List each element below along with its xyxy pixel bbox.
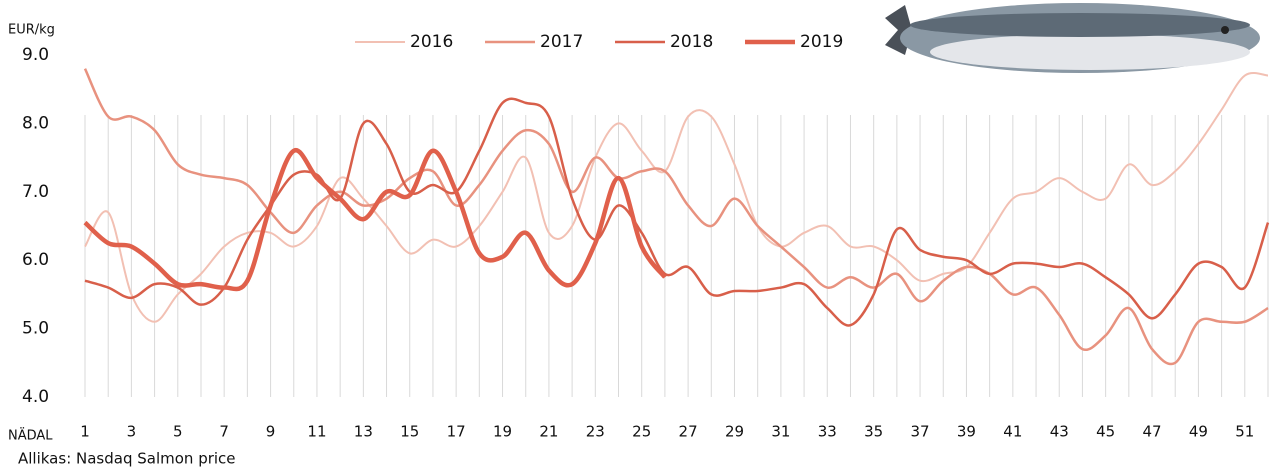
x-tick-label: 39 — [957, 423, 976, 441]
legend-label: 2019 — [800, 32, 843, 52]
x-tick-label: 25 — [632, 423, 651, 441]
x-tick-label: 15 — [400, 423, 419, 441]
x-tick-label: 27 — [679, 423, 698, 441]
x-tick-label: 45 — [1096, 423, 1115, 441]
x-tick-label: 31 — [771, 423, 790, 441]
x-tick-label: 47 — [1142, 423, 1161, 441]
x-tick-label: 35 — [864, 423, 883, 441]
legend-label: 2017 — [540, 32, 583, 52]
y-tick-label: 9.0 — [22, 45, 49, 65]
series-line — [83, 68, 1269, 366]
series-line — [84, 72, 1269, 323]
x-axis-label: NÄDAL — [8, 428, 53, 444]
source-note: Allikas: Nasdaq Salmon price — [18, 450, 236, 468]
x-tick-label: 17 — [447, 423, 466, 441]
legend-label: 2018 — [670, 32, 713, 52]
x-tick-label: 29 — [725, 423, 744, 441]
x-tick-label: 33 — [818, 423, 837, 441]
x-tick-label: 51 — [1235, 423, 1254, 441]
x-tick-label: 43 — [1050, 423, 1069, 441]
series-line — [83, 148, 667, 292]
x-tick-label: 23 — [586, 423, 605, 441]
y-tick-label: 6.0 — [22, 250, 49, 270]
salmon-picture — [885, 3, 1260, 73]
x-tick-label: 49 — [1189, 423, 1208, 441]
x-tick-label: 19 — [493, 423, 512, 441]
x-tick-label: 13 — [354, 423, 373, 441]
x-tick-label: 11 — [307, 423, 326, 441]
x-tick-label: 37 — [911, 423, 930, 441]
y-tick-label: 8.0 — [22, 113, 49, 133]
series-line — [84, 97, 1270, 327]
y-axis-label: EUR/kg — [8, 23, 55, 38]
legend-label: 2016 — [410, 32, 453, 52]
x-tick-label: 7 — [219, 423, 229, 441]
x-tick-label: 3 — [127, 423, 137, 441]
legend: 2016 2017 2018 2019 — [355, 32, 843, 52]
y-tick-label: 7.0 — [22, 182, 49, 202]
y-tick-label: 4.0 — [22, 387, 49, 407]
x-tick-label: 9 — [266, 423, 276, 441]
x-tick-label: 41 — [1003, 423, 1022, 441]
x-tick-label: 21 — [539, 423, 558, 441]
x-tick-label: 5 — [173, 423, 183, 441]
x-tick-label: 1 — [80, 423, 90, 441]
y-tick-label: 5.0 — [22, 319, 49, 339]
